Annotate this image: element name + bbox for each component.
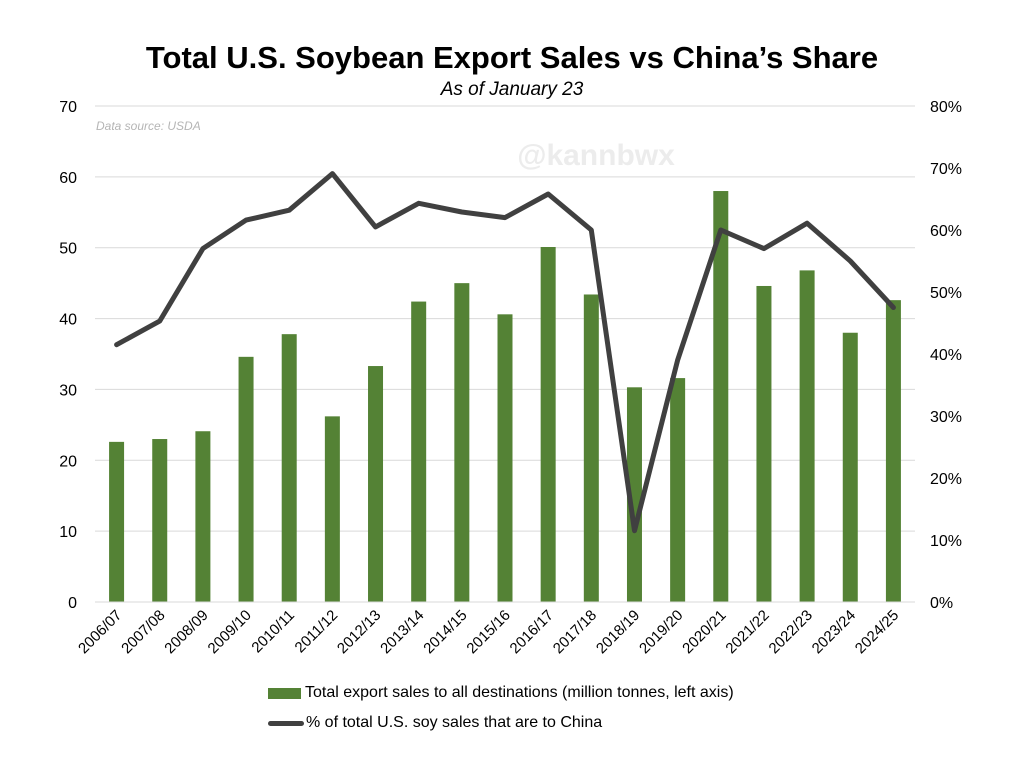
x-tick-label: 2009/10 — [205, 607, 255, 657]
x-tick-label: 2007/08 — [118, 607, 168, 657]
y-left-tick-label: 30 — [59, 382, 77, 399]
bar — [238, 356, 254, 602]
x-tick-label: 2017/18 — [550, 607, 600, 657]
bar — [842, 332, 858, 602]
bar — [195, 431, 211, 602]
x-tick-label: 2011/12 — [292, 607, 342, 657]
x-tick-label: 2012/13 — [334, 607, 384, 657]
y-right-tick-label: 60% — [930, 223, 962, 240]
legend-bar-swatch — [268, 687, 301, 699]
y-left-tick-label: 50 — [59, 241, 77, 258]
bar — [368, 366, 384, 602]
bar — [670, 378, 686, 602]
x-tick-label: 2006/07 — [75, 607, 125, 657]
y-right-tick-label: 20% — [930, 471, 962, 488]
chart-subtitle: As of January 23 — [440, 79, 584, 100]
legend-item-line: % of total U.S. soy sales that are to Ch… — [268, 714, 602, 732]
bar — [885, 300, 901, 602]
legend-line-swatch — [268, 720, 304, 726]
x-tick-label: 2013/14 — [377, 607, 427, 657]
china-share-line — [114, 171, 896, 534]
y-left-tick-label: 10 — [59, 524, 77, 541]
y-left-tick-label: 60 — [59, 170, 77, 187]
bar — [799, 270, 815, 602]
x-tick-label: 2008/09 — [161, 607, 211, 657]
bar — [540, 247, 556, 602]
bar — [411, 301, 427, 602]
y-right-tick-label: 0% — [930, 595, 953, 612]
legend-line-label: % of total U.S. soy sales that are to Ch… — [306, 714, 603, 731]
y-right-tick-label: 70% — [930, 161, 962, 178]
legend-item-bars: Total export sales to all destinations (… — [268, 684, 734, 702]
bar — [454, 283, 470, 602]
y-right-tick-label: 40% — [930, 347, 962, 364]
y-left-tick-label: 20 — [59, 453, 77, 470]
y-right-tick-label: 30% — [930, 409, 962, 426]
x-tick-label: 2016/17 — [507, 607, 557, 657]
y-right-tick-label: 80% — [930, 99, 962, 116]
x-tick-label: 2022/23 — [766, 607, 816, 657]
bar — [626, 387, 642, 602]
line-series — [114, 171, 896, 534]
x-tick-label: 2019/20 — [636, 607, 686, 657]
bar — [756, 285, 772, 602]
x-tick-label: 2014/15 — [420, 607, 470, 657]
x-tick-label: 2010/11 — [248, 607, 298, 657]
y-right-tick-label: 50% — [930, 285, 962, 302]
x-tick-label: 2024/25 — [852, 607, 902, 657]
bar — [497, 314, 513, 602]
y-right-tick-label: 10% — [930, 533, 962, 550]
chart-title: Total U.S. Soybean Export Sales vs China… — [145, 40, 879, 75]
legend-bar-label: Total export sales to all destinations (… — [305, 684, 734, 701]
x-tick-label: 2015/16 — [463, 607, 513, 657]
bar — [109, 441, 125, 602]
x-tick-label: 2023/24 — [809, 607, 859, 657]
x-tick-label: 2021/22 — [722, 607, 772, 657]
bar — [324, 416, 340, 602]
x-tick-label: 2018/19 — [593, 607, 643, 657]
bar — [713, 191, 729, 602]
source-note: Data source: USDA — [96, 119, 201, 133]
x-tick-label: 2020/21 — [679, 607, 729, 657]
y-left-tick-label: 0 — [68, 595, 77, 612]
y-left-tick-label: 40 — [59, 312, 77, 329]
bar — [281, 334, 297, 602]
bar — [152, 439, 168, 602]
bar-series — [109, 191, 901, 602]
watermark-text: @kannbwx — [517, 139, 675, 172]
y-left-tick-label: 70 — [59, 99, 77, 116]
bar — [583, 294, 599, 602]
